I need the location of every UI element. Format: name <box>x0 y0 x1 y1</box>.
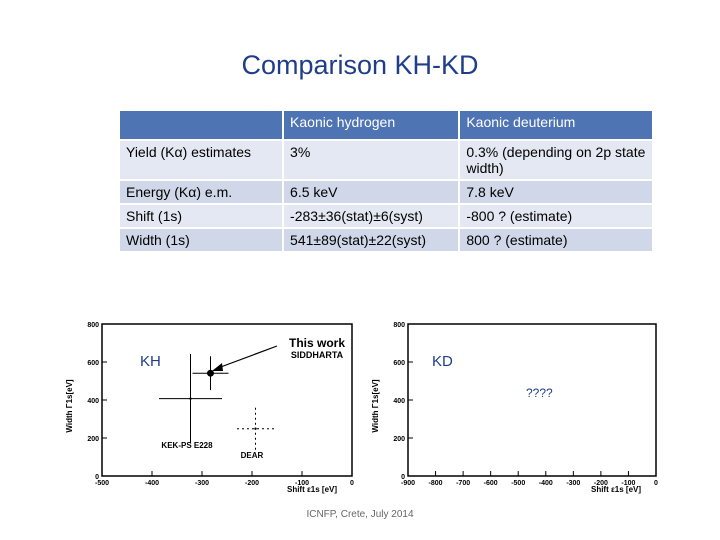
cell-kh: 541±89(stat)±22(syst) <box>284 229 461 251</box>
slide-footer: ICNFP, Crete, July 2014 <box>306 509 414 520</box>
cell-kh: -283±36(stat)±6(syst) <box>284 205 461 227</box>
kh-ytick-label: 400 <box>87 398 99 405</box>
header-kaonic-deuterium: Kaonic deuterium <box>460 111 654 139</box>
kd-ytick-label: 800 <box>393 322 405 329</box>
kd-xtick-label: -500 <box>511 480 525 487</box>
kd-xlabel: Shift ε1s [eV] <box>591 485 641 494</box>
kd-xtick-label: -800 <box>429 480 443 487</box>
this-work-arrowhead <box>212 363 223 371</box>
kd-ytick-label: 400 <box>393 398 405 405</box>
kh-ytick-label: 200 <box>87 436 99 443</box>
table-header-row: Kaonic hydrogen Kaonic deuterium <box>120 111 654 139</box>
header-kaonic-hydrogen: Kaonic hydrogen <box>284 111 461 139</box>
annotation-dear: DEAR <box>241 451 264 460</box>
kd-plot-frame <box>407 323 657 477</box>
siddharta-point <box>207 369 214 377</box>
kh-xtick-label: -200 <box>245 480 259 487</box>
kd-xtick-label: 0 <box>654 480 658 487</box>
cell-kd: 7.8 keV <box>460 181 654 203</box>
kd-ytick-label: 0 <box>401 474 405 481</box>
kh-xtick-label: -500 <box>95 480 109 487</box>
annotation-kek-ps-e228: KEK-PS E228 <box>161 441 213 450</box>
table-row: Yield (Kα) estimates 3% 0.3% (depending … <box>120 141 654 179</box>
kh-label: KH <box>140 353 161 370</box>
kh-xtick-label: -400 <box>145 480 159 487</box>
kd-xtick-label: -600 <box>484 480 498 487</box>
kh-ylabel: Width Γ1s[eV] <box>65 379 74 433</box>
kh-ytick-label: 600 <box>87 360 99 367</box>
dear-point <box>254 427 257 430</box>
cell-kh: 6.5 keV <box>284 181 461 203</box>
header-cell-empty <box>120 111 285 139</box>
kh-xtick-label: -100 <box>295 480 309 487</box>
row-label: Width (1s) <box>120 229 285 251</box>
kh-ytick-label: 0 <box>95 474 99 481</box>
table-row: Shift (1s) -283±36(stat)±6(syst) -800 ? … <box>120 205 654 227</box>
kh-ytick-label: 800 <box>87 322 99 329</box>
comparison-table: Kaonic hydrogen Kaonic deuterium Yield (… <box>120 109 654 253</box>
slide-title: Comparison KH-KD <box>241 50 479 80</box>
kd-xtick-label: -400 <box>539 480 553 487</box>
kd-xtick-label: -300 <box>566 480 580 487</box>
table-row: Width (1s) 541±89(stat)±22(syst) 800 ? (… <box>120 229 654 251</box>
table-row: Energy (Kα) e.m. 6.5 keV 7.8 keV <box>120 181 654 203</box>
row-label: Shift (1s) <box>120 205 285 227</box>
cell-kd: 0.3% (depending on 2p state width) <box>460 141 654 179</box>
kd-xtick-label: -200 <box>594 480 608 487</box>
cell-kh: 3% <box>284 141 461 179</box>
annotation-this-work: This work <box>289 336 345 350</box>
kd-ylabel: Width Γ1s[eV] <box>371 379 380 433</box>
kd-label: KD <box>432 353 453 370</box>
kd-xtick-label: -700 <box>456 480 470 487</box>
kek-ps-e228-point <box>189 397 192 400</box>
kh-xtick-label: -300 <box>195 480 209 487</box>
kek-label: KEK-PS E228 <box>161 441 213 450</box>
kd-unknown-note: ???? <box>526 386 553 400</box>
kh-xtick-label: 0 <box>350 480 354 487</box>
kd-ytick-label: 600 <box>393 360 405 367</box>
cell-kd: 800 ? (estimate) <box>460 229 654 251</box>
kd-ytick-label: 200 <box>393 436 405 443</box>
kd-xtick-label: -100 <box>621 480 635 487</box>
kh-xlabel: Shift ε1s [eV] <box>287 485 337 494</box>
annotation-siddharta: SIDDHARTA <box>291 350 344 360</box>
row-label: Energy (Kα) e.m. <box>120 181 285 203</box>
cell-kd: -800 ? (estimate) <box>460 205 654 227</box>
row-label: Yield (Kα) estimates <box>120 141 285 179</box>
this-work-arrow <box>217 345 278 369</box>
kd-xtick-label: -900 <box>401 480 415 487</box>
